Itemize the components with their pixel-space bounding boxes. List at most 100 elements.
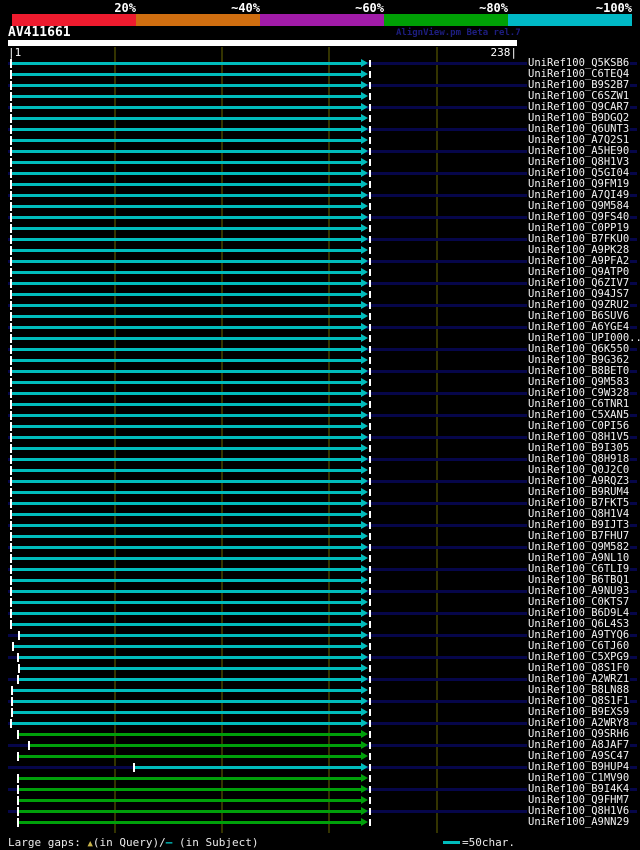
hit-label[interactable]: UniRef100_A9PFA2 bbox=[527, 255, 631, 267]
hit-label[interactable]: UniRef100_A9RQZ3 bbox=[527, 475, 631, 487]
alignment-bar[interactable] bbox=[19, 755, 361, 758]
hit-label[interactable]: UniRef100_C5XAN5 bbox=[527, 409, 631, 421]
hit-label[interactable]: UniRef100_C6TJ60 bbox=[527, 640, 631, 652]
hit-label[interactable]: UniRef100_B9DGQ2 bbox=[527, 112, 631, 124]
hit-label[interactable]: UniRef100_C0KTS7 bbox=[527, 596, 631, 608]
hit-label[interactable]: UniRef100_B9S2B7 bbox=[527, 79, 631, 91]
hit-label[interactable]: UniRef100_C6TEQ4 bbox=[527, 68, 631, 80]
alignment-bar[interactable] bbox=[13, 700, 361, 703]
alignment-bar[interactable] bbox=[12, 425, 361, 428]
alignment-bar[interactable] bbox=[20, 634, 361, 637]
alignment-bar[interactable] bbox=[12, 161, 361, 164]
alignment-bar[interactable] bbox=[14, 645, 361, 648]
alignment-bar[interactable] bbox=[12, 326, 361, 329]
alignment-bar[interactable] bbox=[12, 722, 361, 725]
hit-label[interactable]: UniRef100_A9SC47 bbox=[527, 750, 631, 762]
hit-label[interactable]: UniRef100_Q9SRH6 bbox=[527, 728, 631, 740]
alignment-bar[interactable] bbox=[12, 293, 361, 296]
alignment-bar[interactable] bbox=[19, 777, 361, 780]
alignment-bar[interactable] bbox=[12, 205, 361, 208]
hit-label[interactable]: UniRef100_B9G362 bbox=[527, 354, 631, 366]
alignment-bar[interactable] bbox=[13, 689, 361, 692]
alignment-bar[interactable] bbox=[12, 436, 361, 439]
alignment-bar[interactable] bbox=[12, 491, 361, 494]
alignment-bar[interactable] bbox=[12, 227, 361, 230]
alignment-bar[interactable] bbox=[12, 546, 361, 549]
hit-label[interactable]: UniRef100_Q9FS40 bbox=[527, 211, 631, 223]
alignment-bar[interactable] bbox=[12, 260, 361, 263]
hit-label[interactable]: UniRef100_A7Q2S1 bbox=[527, 134, 631, 146]
alignment-bar[interactable] bbox=[12, 370, 361, 373]
hit-label[interactable]: UniRef100_Q5KSB6 bbox=[527, 57, 631, 69]
alignment-bar[interactable] bbox=[12, 304, 361, 307]
hit-label[interactable]: UniRef100_Q9M582 bbox=[527, 541, 631, 553]
hit-label[interactable]: UniRef100_C5XPG9 bbox=[527, 651, 631, 663]
alignment-bar[interactable] bbox=[12, 62, 361, 65]
alignment-bar[interactable] bbox=[12, 403, 361, 406]
alignment-bar[interactable] bbox=[12, 315, 361, 318]
hit-label[interactable]: UniRef100_C1MV90 bbox=[527, 772, 631, 784]
hit-label[interactable]: UniRef100_Q9FHM7 bbox=[527, 794, 631, 806]
alignment-bar[interactable] bbox=[19, 733, 361, 736]
hit-label[interactable]: UniRef100_A9NN29 bbox=[527, 816, 631, 828]
hit-label[interactable]: UniRef100_B6SUV6 bbox=[527, 310, 631, 322]
hit-label[interactable]: UniRef100_Q8H918 bbox=[527, 453, 631, 465]
alignment-bar[interactable] bbox=[135, 766, 361, 769]
hit-label[interactable]: UniRef100_Q6K550 bbox=[527, 343, 631, 355]
hit-label[interactable]: UniRef100_C6SZW1 bbox=[527, 90, 631, 102]
alignment-bar[interactable] bbox=[12, 106, 361, 109]
hit-label[interactable]: UniRef100_C0PP19 bbox=[527, 222, 631, 234]
hit-label[interactable]: UniRef100_Q9ATP0 bbox=[527, 266, 631, 278]
alignment-bar[interactable] bbox=[12, 337, 361, 340]
alignment-bar[interactable] bbox=[19, 799, 361, 802]
alignment-bar[interactable] bbox=[12, 392, 361, 395]
alignment-bar[interactable] bbox=[19, 678, 361, 681]
hit-label[interactable]: UniRef100_B6TBQ1 bbox=[527, 574, 631, 586]
alignment-bar[interactable] bbox=[12, 414, 361, 417]
hit-label[interactable]: UniRef100_Q6UNT3 bbox=[527, 123, 631, 135]
alignment-bar[interactable] bbox=[20, 667, 361, 670]
hit-label[interactable]: UniRef100_Q9CAR7 bbox=[527, 101, 631, 113]
alignment-bar[interactable] bbox=[12, 183, 361, 186]
alignment-bar[interactable] bbox=[12, 469, 361, 472]
alignment-bar[interactable] bbox=[12, 238, 361, 241]
hit-label[interactable]: UniRef100_Q9ZRU2 bbox=[527, 299, 631, 311]
alignment-bar[interactable] bbox=[12, 381, 361, 384]
alignment-bar[interactable] bbox=[12, 348, 361, 351]
alignment-bar[interactable] bbox=[19, 788, 361, 791]
hit-label[interactable]: UniRef100_Q6L4S3 bbox=[527, 618, 631, 630]
alignment-bar[interactable] bbox=[12, 249, 361, 252]
hit-label[interactable]: UniRef100_B7FKU0 bbox=[527, 233, 631, 245]
hit-label[interactable]: UniRef100_Q8H1V3 bbox=[527, 156, 631, 168]
alignment-bar[interactable] bbox=[12, 447, 361, 450]
hit-label[interactable]: UniRef100_B9I4K4 bbox=[527, 783, 631, 795]
hit-label[interactable]: UniRef100_Q0J2C0 bbox=[527, 464, 631, 476]
hit-label[interactable]: UniRef100_Q8S1F1 bbox=[527, 695, 631, 707]
hit-label[interactable]: UniRef100_B7FHU7 bbox=[527, 530, 631, 542]
alignment-bar[interactable] bbox=[12, 271, 361, 274]
hit-label[interactable]: UniRef100_B8BET0 bbox=[527, 365, 631, 377]
hit-label[interactable]: UniRef100_Q8H1V4 bbox=[527, 508, 631, 520]
alignment-bar[interactable] bbox=[12, 458, 361, 461]
hit-label[interactable]: UniRef100_B7FKT5 bbox=[527, 497, 631, 509]
alignment-bar[interactable] bbox=[12, 612, 361, 615]
hit-label[interactable]: UniRef100_Q94JS7 bbox=[527, 288, 631, 300]
hit-label[interactable]: UniRef100_Q5GI04 bbox=[527, 167, 631, 179]
alignment-bar[interactable] bbox=[12, 128, 361, 131]
hit-label[interactable]: UniRef100_Q8H1V6 bbox=[527, 805, 631, 817]
alignment-bar[interactable] bbox=[12, 150, 361, 153]
hit-label[interactable]: UniRef100_Q8H1V5 bbox=[527, 431, 631, 443]
hit-label[interactable]: UniRef100_C0PI56 bbox=[527, 420, 631, 432]
hit-label[interactable]: UniRef100_C6TLI9 bbox=[527, 563, 631, 575]
hit-label[interactable]: UniRef100_A9NU93 bbox=[527, 585, 631, 597]
hit-label[interactable]: UniRef100_Q9FM19 bbox=[527, 178, 631, 190]
hit-label[interactable]: UniRef100_Q9M583 bbox=[527, 376, 631, 388]
alignment-bar[interactable] bbox=[12, 601, 361, 604]
alignment-bar[interactable] bbox=[12, 117, 361, 120]
alignment-bar[interactable] bbox=[12, 84, 361, 87]
alignment-bar[interactable] bbox=[12, 139, 361, 142]
hit-label[interactable]: UniRef100_A9TYQ6 bbox=[527, 629, 631, 641]
alignment-bar[interactable] bbox=[30, 744, 361, 747]
hit-label[interactable]: UniRef100_A8JAF7 bbox=[527, 739, 631, 751]
hit-label[interactable]: UniRef100_Q9M584 bbox=[527, 200, 631, 212]
